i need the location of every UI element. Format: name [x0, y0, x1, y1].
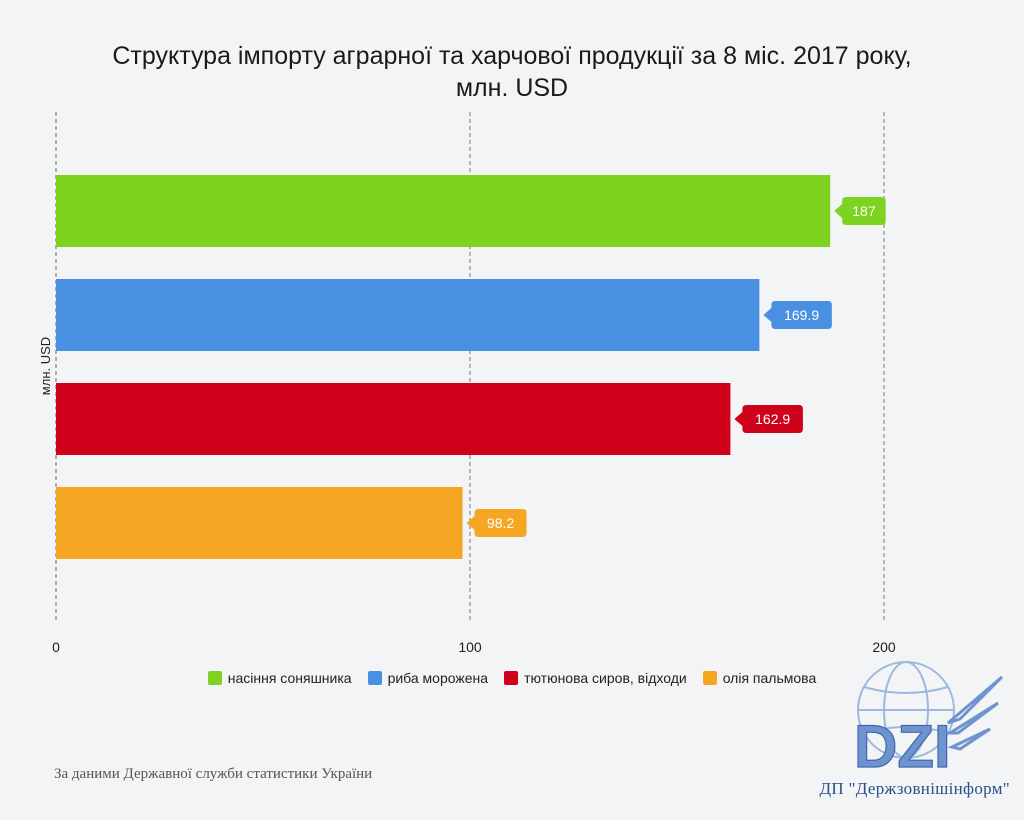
bar: [56, 383, 731, 455]
legend-swatch: [207, 671, 222, 685]
chart-title-line-2: млн. USD: [455, 74, 569, 102]
legend-label: тютюнова сиров, відходи: [524, 670, 687, 686]
legend-item[interactable]: насіння соняшника: [207, 670, 352, 686]
data-label-bubble: [834, 197, 886, 225]
chart-title: Структура імпорту аграрної та харчової п…: [0, 40, 1024, 104]
chart-title-line-1: Структура імпорту аграрної та харчової п…: [112, 42, 912, 70]
x-tick-labels: 0 100 200: [52, 639, 896, 655]
data-label: 169.9: [784, 307, 819, 323]
x-tick-label: 0: [52, 639, 60, 655]
data-label-bubble: [734, 405, 803, 433]
data-labels: 187 169.9 162.9 98.2: [466, 197, 886, 537]
legend-label: насіння соняшника: [227, 670, 352, 686]
x-tick-label: 100: [458, 639, 482, 655]
source-note: За даними Державної служби статистики Ук…: [54, 766, 373, 782]
legend-swatch: [702, 671, 717, 685]
y-axis-label: млн. USD: [38, 337, 53, 395]
legend-label: олія пальмова: [722, 670, 817, 686]
logo-text: DZI: [854, 713, 951, 775]
data-label-bubble: [466, 509, 527, 537]
data-label: 187: [852, 203, 876, 219]
bar-chart: 187 169.9 162.9 98.2 0 100 200 млн. USD: [38, 112, 896, 655]
x-tick-label: 200: [872, 639, 896, 655]
legend-item[interactable]: риба морожена: [367, 670, 489, 686]
legend: насіння соняшника риба морожена тютюнова с…: [0, 670, 1024, 686]
legend-swatch: [504, 671, 519, 685]
bar: [56, 175, 831, 247]
bars: [56, 175, 831, 559]
dzi-logo: DZI: [853, 661, 1004, 775]
legend-label: риба морожена: [387, 670, 489, 686]
legend-swatch: [367, 671, 382, 685]
wing-icon: [944, 675, 1004, 751]
legend-item[interactable]: олія пальмова: [702, 670, 817, 686]
publisher-name: ДП "Держзовнішінформ": [819, 779, 1010, 798]
data-label: 162.9: [755, 411, 790, 427]
bar: [56, 279, 760, 351]
legend-item[interactable]: тютюнова сиров, відходи: [504, 670, 687, 686]
data-label-bubble: [763, 301, 832, 329]
bar: [56, 487, 463, 559]
data-label: 98.2: [487, 515, 514, 531]
